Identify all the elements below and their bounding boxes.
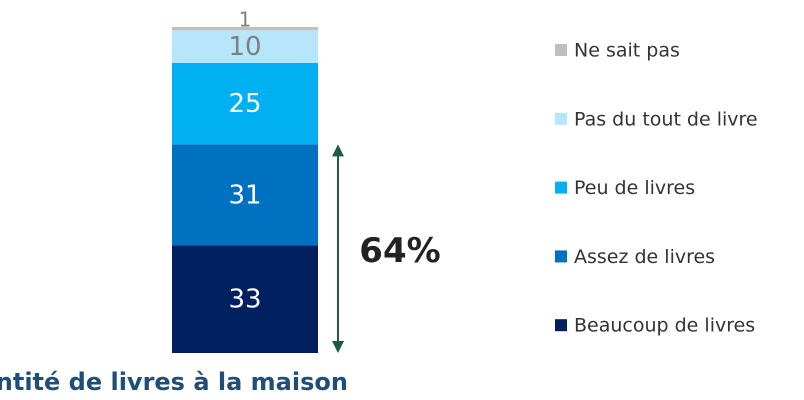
annotation-label: 64%	[359, 231, 440, 271]
bar-segment	[172, 245, 318, 353]
bar-segment	[172, 62, 318, 145]
arrow-head	[332, 144, 344, 157]
legend-label: Assez de livres	[574, 246, 715, 268]
legend-label: Pas du tout de livre	[574, 108, 758, 130]
bar-segment	[172, 27, 318, 31]
legend-swatch	[555, 250, 567, 263]
legend-label: Ne sait pas	[574, 40, 680, 62]
data-label: 31	[228, 180, 261, 210]
bar-segment	[172, 144, 318, 246]
legend-label: Beaucoup de livres	[574, 315, 755, 337]
legend-swatch	[555, 44, 567, 56]
legend-swatch	[555, 319, 567, 332]
bar-segment	[172, 30, 318, 63]
data-label: 33	[228, 285, 261, 315]
legend-swatch	[555, 181, 567, 194]
data-label: 10	[228, 32, 261, 62]
data-label: 25	[228, 89, 261, 119]
chart-title: Quantité de livres à la maison	[0, 368, 348, 396]
data-label: 1	[239, 8, 252, 32]
arrow-head	[332, 341, 344, 353]
legend-label: Peu de livres	[574, 177, 695, 199]
legend-swatch	[555, 112, 567, 125]
